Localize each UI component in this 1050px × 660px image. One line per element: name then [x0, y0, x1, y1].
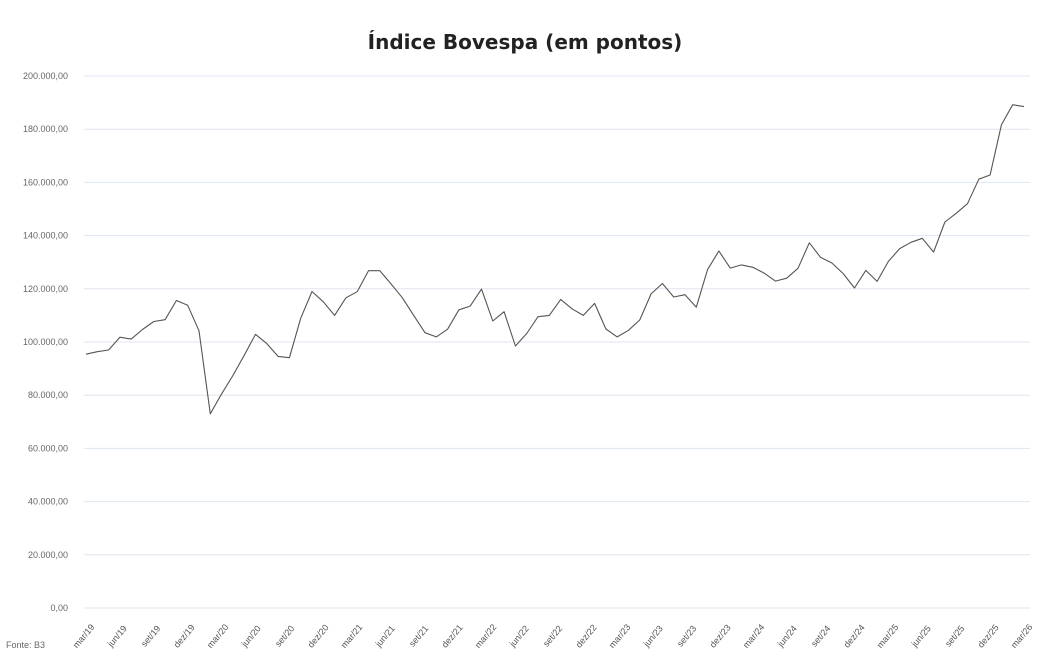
x-tick-label: set/24 — [809, 623, 832, 648]
x-tick-label: set/25 — [943, 623, 966, 648]
x-tick-label: mar/26 — [1009, 622, 1035, 650]
y-tick-label: 140.000,00 — [23, 231, 68, 241]
x-tick-label: set/21 — [407, 623, 430, 648]
source-note: Fonte: B3 — [6, 640, 46, 650]
x-tick-label: dez/23 — [708, 623, 733, 650]
x-tick-label: jun/22 — [507, 623, 531, 649]
x-tick-label: jun/24 — [775, 623, 799, 649]
x-tick-label: set/19 — [139, 623, 162, 648]
x-tick-label: mar/20 — [205, 622, 231, 650]
x-tick-label: dez/19 — [172, 623, 197, 650]
x-tick-label: jun/23 — [641, 623, 665, 649]
y-tick-label: 40.000,00 — [28, 497, 68, 507]
x-tick-label: mar/21 — [339, 622, 365, 650]
y-tick-label: 20.000,00 — [28, 550, 68, 560]
x-tick-label: dez/22 — [574, 623, 599, 650]
y-tick-label: 0,00 — [50, 603, 68, 613]
x-tick-label: mar/24 — [741, 622, 767, 650]
x-tick-label: dez/20 — [306, 623, 331, 650]
series-line — [85, 104, 1025, 415]
x-tick-label: jun/25 — [909, 623, 933, 649]
x-tick-label: set/23 — [675, 623, 698, 648]
x-tick-label: mar/23 — [607, 622, 633, 650]
x-tick-label: set/20 — [273, 623, 296, 648]
x-tick-label: jun/20 — [239, 623, 263, 649]
x-tick-label: jun/21 — [373, 623, 397, 649]
chart-title: Índice Bovespa (em pontos) — [367, 30, 683, 54]
x-tick-label: jun/19 — [105, 623, 129, 649]
x-tick-label: mar/25 — [875, 622, 901, 650]
y-tick-label: 100.000,00 — [23, 337, 68, 347]
x-tick-label: dez/24 — [842, 623, 867, 650]
x-tick-label: mar/19 — [71, 622, 97, 650]
y-tick-label: 200.000,00 — [23, 71, 68, 81]
y-tick-label: 160.000,00 — [23, 177, 68, 187]
x-tick-label: mar/22 — [473, 622, 499, 650]
x-tick-label: dez/21 — [440, 623, 465, 650]
y-tick-label: 80.000,00 — [28, 390, 68, 400]
x-tick-label: set/22 — [541, 623, 564, 648]
y-tick-label: 180.000,00 — [23, 124, 68, 134]
y-tick-label: 120.000,00 — [23, 284, 68, 294]
y-tick-label: 60.000,00 — [28, 443, 68, 453]
x-tick-label: dez/25 — [976, 623, 1001, 650]
